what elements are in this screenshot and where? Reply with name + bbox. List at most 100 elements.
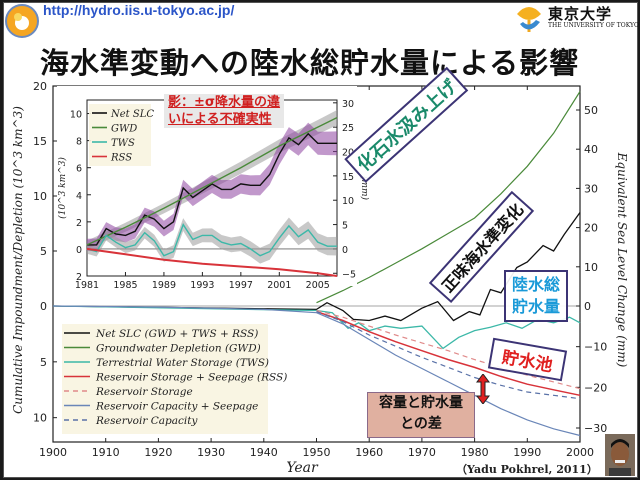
inset-x-tick-label: 1981 bbox=[75, 280, 99, 291]
inset-series-gwd bbox=[86, 116, 338, 246]
inset-x-tick-label: 1993 bbox=[190, 280, 214, 291]
main-y-tick-label-right: 40 bbox=[584, 143, 598, 156]
inset-x-tick-label: 1985 bbox=[113, 280, 137, 291]
inset-legend-label: RSS bbox=[110, 153, 132, 164]
double-arrow-icon bbox=[476, 374, 490, 404]
main-x-tick-label: 1950 bbox=[303, 446, 331, 459]
lab-logo-icon bbox=[5, 4, 39, 38]
main-x-tick-label: 1990 bbox=[513, 446, 541, 459]
inset-y-tick-label-right: 0 bbox=[342, 245, 348, 256]
main-y-tick-label-left: 10 bbox=[33, 412, 47, 425]
inset-y-axis-label-right: (mm) bbox=[359, 176, 370, 201]
main-x-tick-label: 1970 bbox=[408, 446, 436, 459]
main-series-reservoir-capacity-seepage bbox=[52, 305, 581, 437]
main-y-tick-label-left: 5 bbox=[40, 356, 47, 369]
main-x-tick-label: 1920 bbox=[144, 446, 172, 459]
main-legend-label: Reservoir Capacity + Seepage bbox=[95, 401, 258, 413]
annotation-tws: 陸水総 貯水量 bbox=[504, 270, 569, 322]
inset-y-tick-label-right: −5 bbox=[342, 269, 356, 280]
lab-url-link[interactable]: http://hydro.iis.u-tokyo.ac.jp/ bbox=[43, 2, 235, 18]
inset-legend-label: Net SLC bbox=[110, 109, 154, 120]
ginkgo-logo-icon bbox=[517, 7, 541, 32]
inset-legend-label: GWD bbox=[111, 124, 137, 135]
inset-x-tick-label: 2001 bbox=[267, 280, 291, 291]
inset-y-tick-label-left: 2 bbox=[76, 272, 82, 283]
main-y-axis-label-right: Equivalent Sea Level Change (mm) bbox=[615, 152, 629, 368]
inset-x-tick-label: 1989 bbox=[152, 280, 176, 291]
inset-chart: 1981 1985 1989 1993 1997 2001 2005108642023025… bbox=[57, 86, 370, 291]
inset-y-tick-label-left: 6 bbox=[76, 164, 82, 175]
main-legend-box bbox=[62, 324, 268, 434]
main-y-tick-label-left: 15 bbox=[33, 135, 47, 148]
author-face-icon bbox=[605, 434, 635, 476]
inset-legend: Net SLC GWD TWS RSS bbox=[89, 104, 154, 166]
inset-series-rss bbox=[86, 247, 338, 277]
inset-uncertainty-note: 影：±σ降水量の違 いによる不確実性 bbox=[164, 94, 285, 128]
main-y-tick-label-right: −10 bbox=[584, 341, 607, 354]
annotation-capacity-gap: 容量と貯水量 との差 bbox=[367, 392, 475, 438]
main-x-tick-label: 1940 bbox=[250, 446, 278, 459]
inset-net-slc-uncertainty-band bbox=[87, 122, 337, 252]
main-y-tick-label-right: 20 bbox=[584, 222, 598, 235]
main-y-tick-label-left: 20 bbox=[33, 80, 47, 93]
inset-y-tick-label-right: 5 bbox=[342, 221, 348, 232]
inset-y-tick-label-right: 30 bbox=[342, 99, 354, 110]
capacity-gap-line2: との差 bbox=[400, 416, 442, 432]
inset-y-tick-label-left: 0 bbox=[76, 245, 82, 256]
main-x-tick-label: 1980 bbox=[461, 446, 489, 459]
inset-y-tick-label-left: 10 bbox=[70, 110, 82, 121]
inset-y-tick-label-right: 20 bbox=[342, 148, 354, 159]
page-title: 海水準変動への陸水総貯水量による影響 bbox=[40, 46, 580, 80]
inset-legend-box bbox=[89, 104, 151, 166]
inset-y-tick-label-right: 10 bbox=[342, 196, 354, 207]
main-y-tick-label-right: 50 bbox=[584, 104, 598, 117]
main-series-gwd bbox=[316, 91, 581, 304]
main-series-net-slc bbox=[52, 212, 581, 322]
inset-y-tick-label-left: 2 bbox=[76, 218, 82, 229]
main-x-tick-label: 1910 bbox=[92, 446, 120, 459]
main-y-tick-label-right: −20 bbox=[584, 381, 607, 394]
inset-note-line2: いによる不確実性 bbox=[168, 112, 272, 127]
main-x-tick-label: 1960 bbox=[355, 446, 383, 459]
main-y-tick-label-right: 0 bbox=[584, 300, 591, 313]
main-legend-label: Reservoir Capacity bbox=[95, 415, 198, 427]
citation: （Yadu Pokhrel, 2011） bbox=[456, 463, 598, 476]
tws-text-line1: 陸水総 bbox=[512, 275, 561, 294]
inset-y-tick-label-right: 15 bbox=[342, 172, 354, 183]
inset-y-tick-label-right: 25 bbox=[342, 123, 354, 134]
main-y-tick-label-left: 5 bbox=[40, 245, 47, 258]
main-legend-label: Net SLC (GWD + TWS + RSS) bbox=[95, 328, 258, 340]
main-y-tick-label-right: 10 bbox=[584, 261, 598, 274]
main-y-axis-label-left: Cumulative Impoundment/Depletion (10^3 k… bbox=[11, 106, 25, 414]
inset-series-tws bbox=[86, 223, 337, 257]
main-x-tick-label: 1930 bbox=[197, 446, 225, 459]
main-legend-label: Reservoir Storage bbox=[95, 386, 193, 398]
main-y-tick-label-right: −30 bbox=[584, 422, 607, 435]
tws-text-line2: 貯水量 bbox=[512, 297, 561, 316]
inset-y-tick-label-left: 8 bbox=[76, 137, 82, 148]
capacity-gap-line1: 容量と貯水量 bbox=[379, 395, 463, 411]
main-legend-label: Groundwater Depletion (GWD) bbox=[96, 343, 261, 355]
main-series-reservoir-capacity bbox=[316, 311, 581, 400]
reservoir-text: 貯水池 bbox=[500, 347, 554, 377]
main-y-tick-label-left: 10 bbox=[33, 190, 47, 203]
main-legend-label: Terrestrial Water Storage (TWS) bbox=[96, 357, 269, 369]
inset-y-tick-label-left: 4 bbox=[76, 191, 82, 202]
university-subtitle: THE UNIVERSITY OF TOKYO bbox=[548, 22, 639, 29]
main-x-axis-label: Year bbox=[286, 460, 319, 476]
main-x-tick-label: 1900 bbox=[39, 446, 67, 459]
main-y-tick-label-right: 30 bbox=[584, 182, 598, 195]
main-legend: Net SLC (GWD + TWS + RSS) Groundwater Dep… bbox=[62, 324, 287, 434]
inset-legend-label: TWS bbox=[111, 138, 135, 149]
inset-y-axis-label-left: (10^3 km^3) bbox=[57, 157, 68, 219]
main-series-rss bbox=[316, 310, 581, 397]
main-y-tick-label-left: 0 bbox=[40, 300, 47, 313]
inset-note-line1: 影：±σ降水量の違 bbox=[168, 95, 281, 110]
inset-x-tick-label: 1997 bbox=[229, 280, 253, 291]
inset-series-net-slc bbox=[87, 132, 337, 246]
main-series-reservoir-storage bbox=[316, 309, 581, 390]
main-legend-label: Reservoir Storage + Seepage (RSS) bbox=[95, 372, 287, 384]
author-photo bbox=[605, 434, 635, 476]
main-x-tick-label: 2000 bbox=[566, 446, 594, 459]
